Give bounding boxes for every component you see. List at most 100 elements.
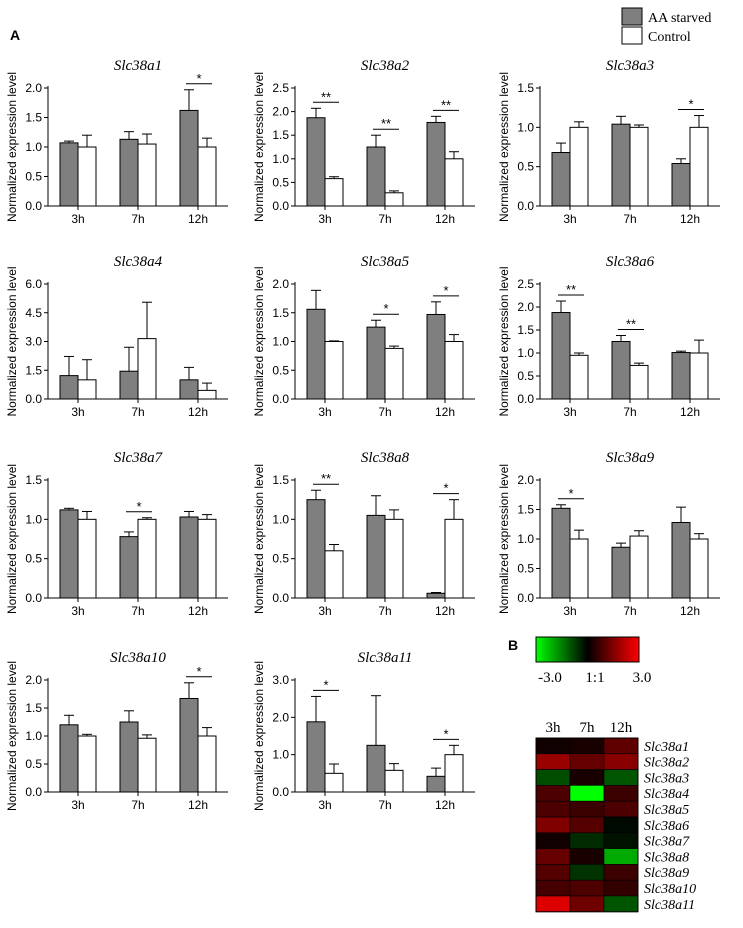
- heatmap-cell: [569, 816, 605, 834]
- bar-control-12h: [689, 538, 709, 599]
- bar-starved-7h: [366, 146, 386, 207]
- chart-title: Slc38a10: [110, 650, 166, 666]
- significance-marker: **: [441, 97, 451, 112]
- x-tick-label: 3h: [71, 798, 84, 812]
- bar-starved-12h: [179, 697, 199, 793]
- chart-slc38a10: Slc38a10 Normalized expression level 0.0 0.…: [5, 650, 228, 812]
- bar-charts: Slc38a1 Normalized expression level 0.0 0.5…: [5, 58, 720, 812]
- x-tick-label: 3h: [563, 604, 576, 618]
- heatmap-row-label: Slc38a8: [644, 850, 689, 865]
- y-tick-label: 0.5: [517, 160, 534, 174]
- bar-control-3h: [77, 518, 97, 599]
- legend-label-control: Control: [648, 30, 691, 45]
- x-tick-label: 12h: [188, 212, 208, 226]
- bar-starved-3h: [59, 375, 79, 400]
- bar-starved-3h: [59, 724, 79, 793]
- significance-marker: **: [626, 317, 636, 332]
- y-tick-label: 2.0: [517, 473, 534, 487]
- y-tick-label: 2.0: [272, 105, 289, 119]
- heatmap-column-label: 12h: [610, 720, 633, 736]
- y-tick-label: 1.0: [517, 532, 534, 546]
- x-tick-label: 7h: [131, 604, 144, 618]
- y-tick-label: 0.0: [272, 785, 289, 799]
- chart-slc38a5: Slc38a5 Normalized expression level 0.0 0.5…: [252, 254, 475, 419]
- chart-title: Slc38a6: [606, 254, 655, 270]
- heatmap-cell: [603, 864, 639, 881]
- bar-control-12h: [444, 341, 464, 400]
- heatmap-row-label: Slc38a1: [644, 740, 689, 755]
- heatmap-cell: [569, 848, 605, 865]
- heatmap-cell: [569, 879, 605, 897]
- chart-title: Slc38a1: [114, 58, 162, 74]
- heatmap-row-label: Slc38a3: [644, 771, 689, 786]
- significance-marker: *: [443, 283, 448, 298]
- significance-marker: *: [383, 301, 388, 316]
- heatmap-cell: [569, 769, 605, 786]
- heatmap-border: [535, 737, 639, 913]
- heatmap-row-label: Slc38a11: [644, 898, 695, 913]
- bar-control-7h: [384, 769, 404, 793]
- chart-title: Slc38a7: [114, 450, 164, 466]
- x-tick-label: 7h: [623, 405, 636, 419]
- heatmap-cell: [535, 737, 571, 755]
- x-tick-label: 3h: [318, 212, 331, 226]
- x-tick-label: 3h: [71, 212, 84, 226]
- bar-control-7h: [137, 518, 157, 599]
- chart-title: Slc38a3: [606, 58, 654, 74]
- y-tick-label: 2.5: [517, 277, 534, 291]
- bar-starved-7h: [119, 721, 139, 793]
- y-tick-label: 6.0: [25, 277, 42, 291]
- y-tick-label: 0.0: [272, 199, 289, 213]
- bar-starved-12h: [426, 592, 446, 599]
- y-tick-label: 1.0: [272, 335, 289, 349]
- x-tick-label: 3h: [563, 212, 576, 226]
- bar-starved-12h: [426, 775, 446, 793]
- heatmap-cell: [603, 769, 639, 786]
- x-tick-label: 7h: [131, 798, 144, 812]
- bar-starved-3h: [59, 509, 79, 599]
- x-tick-label: 12h: [680, 212, 700, 226]
- x-tick-label: 12h: [680, 405, 700, 419]
- bar-starved-12h: [179, 109, 199, 207]
- heatmap-cell: [603, 800, 639, 818]
- bar-control-12h: [444, 518, 464, 599]
- y-tick-label: 0.0: [25, 199, 42, 213]
- significance-marker: **: [321, 89, 331, 104]
- bar-control-7h: [629, 364, 649, 400]
- bar-starved-7h: [611, 341, 631, 400]
- y-tick-label: 1.5: [517, 81, 534, 95]
- bar-control-7h: [384, 192, 404, 207]
- y-tick-label: 2.0: [272, 277, 289, 291]
- y-tick-label: 1.0: [25, 512, 42, 526]
- y-tick-label: 1.0: [25, 729, 42, 743]
- x-tick-label: 12h: [188, 405, 208, 419]
- legend-swatch-control: [621, 26, 643, 45]
- bar-starved-12h: [671, 163, 691, 207]
- x-tick-label: 12h: [435, 405, 455, 419]
- bar-starved-7h: [611, 123, 631, 207]
- x-tick-label: 12h: [435, 212, 455, 226]
- bar-starved-12h: [671, 521, 691, 599]
- heatmap-cell: [603, 879, 639, 897]
- y-tick-label: 0.5: [272, 175, 289, 189]
- y-tick-label: 0.5: [25, 170, 42, 184]
- heatmap-cell: [535, 753, 571, 770]
- bar-control-12h: [444, 754, 464, 793]
- bar-starved-12h: [671, 352, 691, 400]
- heatmap-cell: [535, 785, 571, 802]
- x-tick-label: 7h: [378, 798, 391, 812]
- y-tick-label: 1.0: [517, 120, 534, 134]
- bar-control-12h: [689, 126, 709, 207]
- bar-starved-7h: [119, 370, 139, 400]
- legend-label-starved: AA starved: [648, 11, 711, 26]
- heatmap-cell: [535, 816, 571, 834]
- y-tick-label: 0.5: [25, 552, 42, 566]
- chart-slc38a4: Slc38a4 Normalized expression level 0.0 1.5…: [5, 254, 228, 419]
- heatmap-column-label: 3h: [546, 720, 562, 736]
- y-tick-label: 2.0: [25, 81, 42, 95]
- significance-marker: **: [566, 282, 576, 297]
- bar-control-3h: [324, 772, 344, 793]
- heatmap-cell: [603, 895, 639, 913]
- bar-starved-3h: [551, 312, 571, 400]
